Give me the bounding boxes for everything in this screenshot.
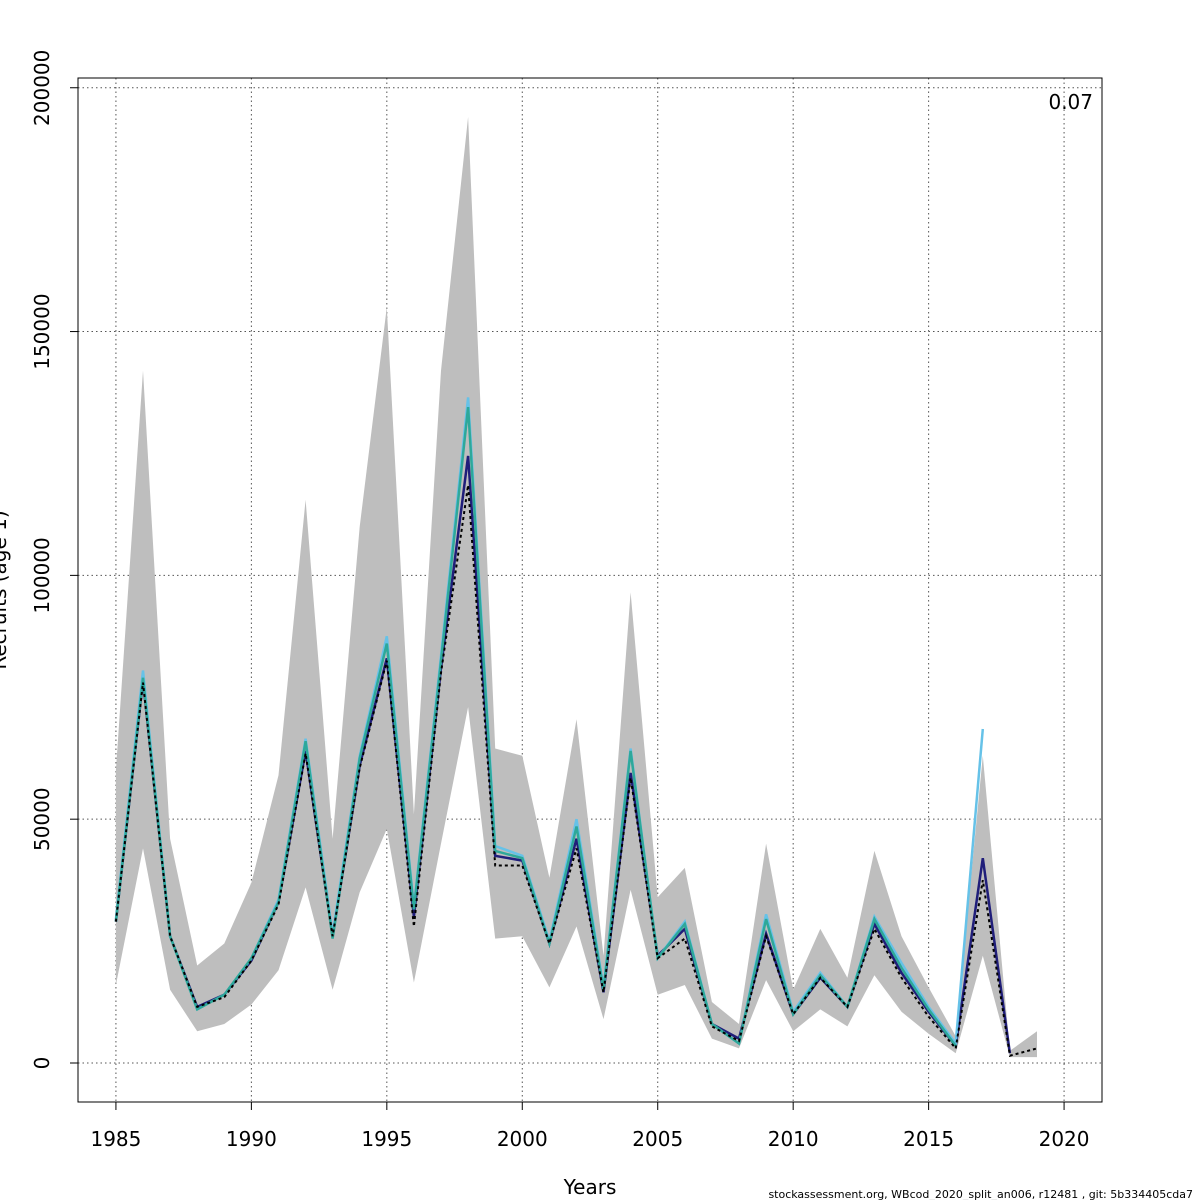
x-tick-label: 2000: [497, 1127, 548, 1151]
confidence-band: [115, 117, 1037, 1058]
series-line-retro-peel: [114, 406, 957, 1047]
series-layer: [114, 397, 1038, 1057]
y-tick-label: 0: [30, 1057, 54, 1070]
y-tick-label: 100000: [30, 537, 54, 613]
confidence-band-layer: [115, 117, 1037, 1058]
y-axis-title: Recruits (age 1): [0, 510, 11, 669]
x-tick-label: 2020: [1039, 1127, 1090, 1151]
series-line-base-run: [114, 485, 1038, 1057]
x-tick-label: 1995: [361, 1127, 412, 1151]
x-tick-label: 2005: [632, 1127, 683, 1151]
footer-credit: stockassessment.org, WBcod_2020_split_an…: [768, 1188, 1193, 1200]
y-axis: 0 50000 100000 150000 200000: [30, 50, 78, 1070]
y-tick-label: 150000: [30, 293, 54, 369]
x-tick-label: 1990: [226, 1127, 277, 1151]
y-tick-label: 200000: [30, 50, 54, 126]
y-tick-label: 50000: [30, 787, 54, 851]
corner-annotation: 0.07: [1048, 90, 1093, 114]
x-tick-label: 2015: [903, 1127, 954, 1151]
x-tick-label: 2010: [768, 1127, 819, 1151]
x-axis-title: Years: [563, 1175, 617, 1199]
x-tick-label: 1985: [90, 1127, 141, 1151]
plot-frame: [77, 77, 1103, 1103]
x-axis: 1985 1990 1995 2000 2005 2010 2015 2020: [90, 1102, 1090, 1151]
